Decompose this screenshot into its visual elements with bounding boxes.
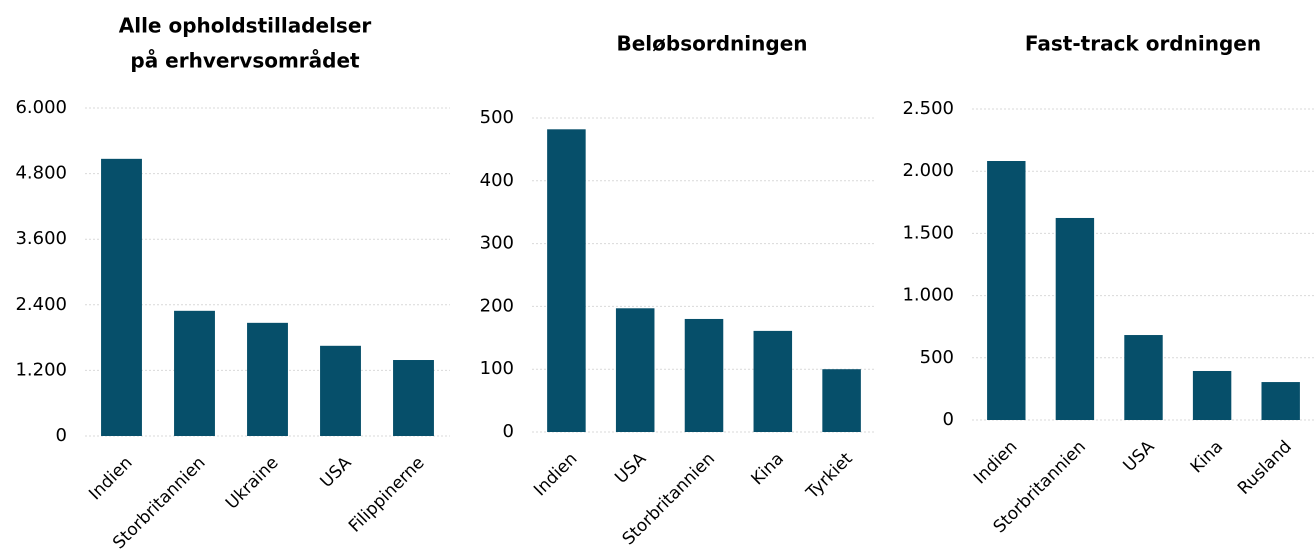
chart-title: Fast-track ordningen	[1025, 32, 1261, 56]
bar	[987, 160, 1026, 420]
x-tick-label: Tyrkiet	[802, 449, 857, 504]
bar	[247, 322, 288, 436]
x-tick-label: Rusland	[1234, 437, 1296, 499]
bar	[547, 129, 586, 432]
y-tick-label: 1.500	[902, 222, 954, 243]
x-tick-label: Indien	[970, 437, 1021, 488]
y-tick-label: 2.000	[902, 160, 954, 181]
chart-title: Beløbsordningen	[617, 32, 808, 56]
y-tick-label: 400	[480, 170, 514, 191]
y-tick-label: 1.200	[15, 359, 67, 380]
x-tick-label: Kina	[1187, 437, 1227, 477]
bar	[101, 158, 142, 436]
y-tick-label: 2.400	[15, 294, 67, 315]
bar	[1261, 382, 1300, 420]
bar	[393, 360, 434, 436]
bar	[1055, 217, 1095, 420]
x-tick-label: USA	[317, 453, 356, 492]
x-tick-label: USA	[1120, 437, 1159, 476]
y-tick-label: 1.000	[902, 285, 954, 306]
x-tick-label: Filippinerne	[345, 453, 429, 537]
bar	[1192, 370, 1232, 420]
y-tick-label: 200	[480, 295, 514, 316]
y-tick-label: 500	[920, 347, 954, 368]
y-tick-label: 6.000	[15, 97, 67, 118]
y-tick-label: 2.500	[902, 98, 954, 119]
bar	[753, 330, 793, 432]
chart-title: på erhvervsområdet	[130, 49, 360, 73]
bar	[822, 369, 861, 432]
y-tick-label: 0	[503, 421, 514, 442]
x-tick-label: Ukraine	[222, 453, 283, 514]
y-tick-label: 0	[943, 409, 954, 430]
y-tick-label: 300	[480, 233, 514, 254]
x-tick-label: USA	[611, 449, 650, 488]
y-tick-label: 100	[480, 358, 514, 379]
bar	[684, 318, 724, 432]
y-tick-label: 500	[480, 107, 514, 128]
x-tick-label: Indien	[85, 453, 136, 504]
y-tick-label: 4.800	[15, 163, 67, 184]
bar	[320, 345, 361, 436]
bar	[1124, 335, 1163, 420]
x-tick-label: Kina	[748, 449, 788, 489]
x-tick-label: Indien	[530, 449, 581, 500]
chart-title: Alle opholdstilladelser	[119, 14, 372, 38]
bar	[615, 308, 655, 432]
bar	[174, 310, 215, 436]
y-tick-label: 0	[56, 425, 67, 446]
y-tick-label: 3.600	[15, 228, 67, 249]
